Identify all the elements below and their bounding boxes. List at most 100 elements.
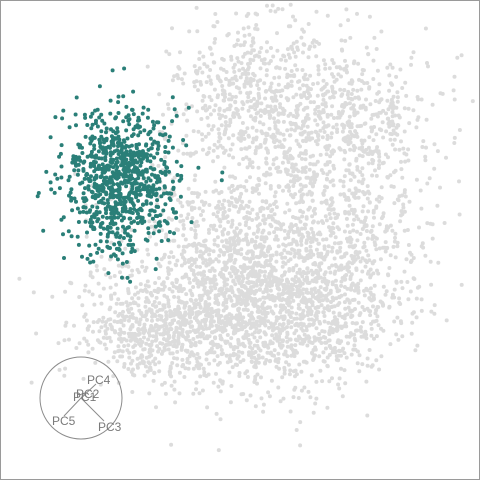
highlight-point-546 [122, 167, 127, 172]
background-point-1715 [187, 280, 192, 285]
background-point-277 [215, 214, 219, 219]
background-point-3885 [347, 138, 352, 143]
background-point-3872 [274, 234, 279, 239]
background-point-602 [280, 255, 285, 260]
background-point-2053 [306, 389, 311, 394]
background-point-268 [179, 263, 184, 268]
background-point-3102 [369, 116, 374, 121]
background-point-2361 [194, 356, 199, 361]
background-point-3224 [347, 119, 352, 124]
background-point-488 [129, 228, 134, 232]
background-point-813 [166, 216, 171, 221]
highlight-point-368 [121, 138, 126, 143]
background-point-2710 [330, 58, 335, 62]
background-point-1404 [220, 202, 225, 207]
background-point-972 [276, 244, 281, 249]
background-point-2643 [188, 315, 193, 320]
background-point-4186 [312, 173, 317, 178]
highlight-point-626 [138, 157, 143, 162]
background-point-3860 [368, 297, 373, 302]
background-point-2210 [259, 321, 264, 326]
background-point-3493 [170, 26, 174, 31]
highlight-point-598 [121, 236, 126, 240]
background-point-1299 [291, 268, 296, 273]
background-point-2468 [241, 358, 246, 363]
background-point-2386 [274, 318, 279, 323]
background-point-4111 [350, 283, 355, 288]
background-point-2807 [388, 62, 393, 67]
background-point-3901 [388, 223, 393, 228]
background-point-3360 [324, 177, 329, 182]
background-point-4022 [342, 324, 347, 329]
background-point-3431 [226, 136, 231, 141]
background-point-4059 [352, 209, 357, 213]
highlight-point-754 [100, 249, 105, 254]
background-point-3807 [432, 142, 437, 147]
background-point-1913 [197, 340, 202, 344]
highlight-point-615 [92, 159, 96, 164]
background-point-658 [212, 223, 217, 228]
highlight-point-123 [155, 198, 160, 203]
background-point-2663 [201, 332, 206, 337]
background-point-2099 [392, 319, 397, 324]
background-point-3340 [176, 65, 181, 69]
highlight-point-778 [145, 193, 150, 198]
highlight-point-795 [121, 224, 125, 229]
background-point-1187 [220, 267, 225, 272]
background-point-3196 [338, 87, 343, 92]
background-point-2716 [217, 217, 222, 222]
background-point-2132 [177, 285, 182, 290]
highlight-point-633 [95, 219, 100, 224]
background-point-1991 [122, 362, 127, 366]
highlight-point-700 [83, 134, 88, 139]
highlight-point-476 [126, 161, 131, 166]
highlight-point-734 [137, 118, 142, 123]
background-point-2632 [278, 331, 283, 336]
background-point-4138 [312, 335, 317, 340]
background-point-2332 [313, 401, 318, 406]
background-point-3323 [203, 189, 208, 194]
highlight-point-159 [167, 169, 171, 174]
highlight-point-440 [140, 111, 145, 116]
background-point-1708 [164, 310, 169, 315]
background-point-262 [181, 81, 186, 86]
background-point-4189 [322, 246, 327, 251]
background-point-3458 [238, 75, 243, 80]
background-point-869 [108, 275, 113, 280]
background-point-3795 [351, 347, 356, 352]
highlight-point-791 [117, 240, 121, 245]
background-point-2848 [409, 62, 413, 67]
background-point-749 [268, 305, 272, 310]
background-point-1635 [100, 319, 105, 324]
background-point-3552 [213, 103, 218, 108]
background-point-1498 [193, 173, 198, 178]
background-point-4020 [374, 197, 379, 202]
background-point-4109 [288, 409, 293, 414]
highlight-point-735 [122, 160, 127, 165]
highlight-point-85 [103, 158, 108, 163]
background-point-2394 [261, 306, 266, 311]
background-point-1808 [140, 289, 145, 293]
background-point-3134 [332, 116, 336, 120]
background-point-2237 [259, 237, 264, 242]
background-point-3941 [363, 258, 368, 263]
background-point-3157 [376, 90, 381, 95]
background-point-126 [333, 349, 338, 354]
background-point-903 [206, 307, 211, 311]
background-point-3104 [239, 205, 243, 210]
background-point-3817 [287, 148, 292, 153]
highlight-point-361 [90, 122, 95, 127]
background-point-1574 [57, 367, 62, 372]
background-point-3513 [292, 128, 297, 133]
highlight-point-790 [121, 216, 126, 221]
background-point-59 [242, 185, 247, 189]
highlight-point-792 [109, 192, 114, 197]
background-point-1264 [246, 249, 251, 254]
background-point-1356 [108, 257, 113, 262]
background-point-2472 [276, 385, 281, 390]
highlight-point-183 [104, 130, 108, 135]
background-point-3683 [244, 155, 249, 160]
background-point-2440 [337, 376, 342, 381]
background-point-3755 [273, 145, 278, 149]
background-point-3535 [234, 78, 239, 83]
